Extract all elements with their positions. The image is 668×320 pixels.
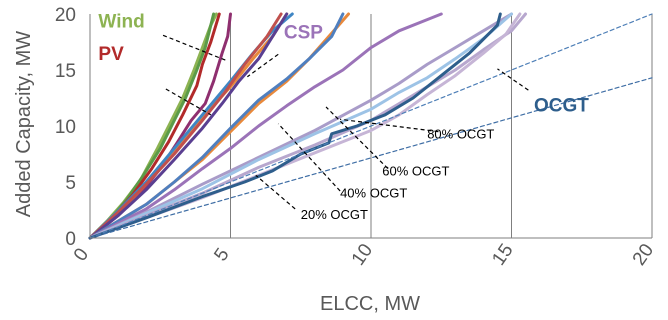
y-tick-label-0: 0 [65, 229, 76, 250]
annotation-label-pv: PV [98, 44, 124, 65]
annotation-pointer-60-ocgt [325, 106, 389, 169]
series-line-6 [88, 12, 283, 240]
x-tick-label-0: 0 [70, 244, 93, 265]
series-line-13 [88, 12, 527, 240]
y-tick-label-10: 10 [55, 117, 76, 138]
annotation-pointer-ocgt [497, 68, 529, 91]
annotation-pointer-pv [165, 88, 212, 116]
x-tick-label-5: 5 [210, 244, 233, 265]
annotation-pointer-20-ocgt [255, 174, 296, 210]
y-axis-title: Added Capacity, MW [13, 31, 35, 217]
series-line-16 [89, 13, 653, 239]
axes [89, 14, 652, 239]
y-tick-label-15: 15 [55, 61, 76, 82]
series-line-9 [88, 12, 345, 240]
annotation-pointer-40-ocgt [277, 123, 341, 192]
series-line-17 [89, 77, 653, 239]
annotation-pointer-80-ocgt [340, 118, 439, 133]
annotation-pointer-csp [247, 53, 279, 78]
x-tick-label-15: 15 [488, 240, 517, 269]
annotation-pointer-wind [162, 34, 228, 62]
series-line-12 [88, 12, 513, 240]
annotation-label-20-ocgt: 20% OCGT [301, 207, 368, 222]
series-line-csp [88, 12, 443, 240]
x-axis-title: ELCC, MW [320, 293, 420, 315]
grid [230, 14, 653, 238]
x-tick-label-10: 10 [348, 240, 377, 269]
x-tick-label-20: 20 [629, 240, 658, 269]
annotation-label-60-ocgt: 60% OCGT [382, 163, 449, 178]
series-line-ocgt [88, 12, 502, 240]
annotations: Wind PV CSP OCGT 80% OCGT 60% OCGT 40% OCGT 20%… [98, 11, 589, 222]
series-line-11 [88, 12, 513, 240]
annotation-label-wind: Wind [98, 11, 144, 32]
y-tick-label-5: 5 [65, 173, 76, 194]
y-tick-label-20: 20 [55, 5, 76, 26]
annotation-label-80-ocgt: 80% OCGT [427, 126, 494, 141]
annotation-label-ocgt: OCGT [534, 95, 589, 116]
series-line-7 [88, 12, 289, 240]
annotation-label-40-ocgt: 40% OCGT [340, 186, 407, 201]
annotation-label-csp: CSP [284, 23, 323, 44]
series-layer [88, 12, 653, 240]
